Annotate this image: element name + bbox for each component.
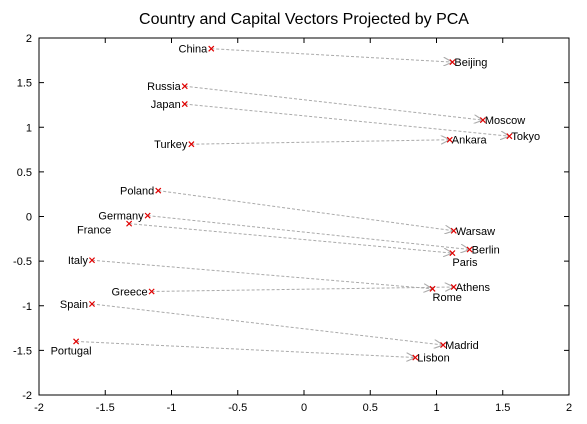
- point-label-athens: Athens: [456, 282, 491, 294]
- y-tick-label: -2: [22, 390, 32, 402]
- point-label-paris: Paris: [452, 257, 478, 269]
- marker-lisbon: [412, 354, 419, 361]
- point-label-china: China: [179, 44, 209, 56]
- arrow-france-to-paris: [129, 223, 452, 253]
- arrow-portugal-to-lisbon: [76, 340, 415, 357]
- chart-title: Country and Capital Vectors Projected by…: [139, 11, 469, 28]
- arrow-italy-to-rome: [91, 259, 433, 289]
- markers-layer: [73, 45, 513, 361]
- y-tick-label: 1: [26, 122, 32, 134]
- x-tick-label: 0.5: [363, 402, 378, 414]
- x-tick-label: 1.5: [495, 402, 510, 414]
- point-label-beijing: Beijing: [454, 57, 487, 69]
- marker-russia: [181, 83, 188, 90]
- arrows-layer: [76, 48, 510, 358]
- axis-ticks: -2 -1.5 -1 -0.5 0 0.5 1 1.5 2 2 1.5 1 0.5 0 -0.5 -1 -1.5…: [13, 33, 572, 414]
- marker-greece: [148, 288, 155, 295]
- point-label-lisbon: Lisbon: [417, 353, 449, 365]
- point-label-italy: Italy: [68, 255, 89, 267]
- marker-moscow: [479, 117, 486, 124]
- marker-berlin: [466, 246, 473, 253]
- marker-athens: [450, 283, 457, 291]
- point-label-japan: Japan: [151, 99, 181, 111]
- point-label-spain: Spain: [60, 299, 88, 311]
- point-label-greece: Greece: [112, 286, 148, 298]
- marker-madrid: [440, 341, 447, 349]
- point-label-turkey: Turkey: [154, 139, 188, 151]
- arrow-china-to-beijing: [211, 48, 452, 62]
- y-tick-label: 2: [26, 33, 32, 45]
- marker-japan: [181, 101, 188, 108]
- y-tick-label: -1: [22, 301, 32, 313]
- marker-germany: [144, 212, 151, 219]
- arrow-spain-to-madrid: [91, 303, 443, 345]
- marker-china: [208, 45, 215, 52]
- y-tick-label: 0.5: [17, 167, 32, 179]
- marker-tokyo: [506, 133, 513, 140]
- point-label-warsaw: Warsaw: [456, 226, 495, 238]
- y-tick-label: 0: [26, 212, 32, 224]
- marker-poland: [155, 187, 162, 194]
- point-label-berlin: Berlin: [472, 245, 500, 257]
- x-tick-label: 0: [301, 402, 307, 414]
- arrow-greece-to-athens: [151, 287, 454, 292]
- point-label-france: France: [77, 225, 111, 237]
- x-tick-label: -0.5: [228, 402, 247, 414]
- arrow-japan-to-tokyo: [184, 103, 510, 136]
- point-label-germany: Germany: [98, 211, 144, 223]
- point-label-tokyo: Tokyo: [511, 131, 540, 143]
- marker-warsaw: [450, 227, 457, 234]
- x-tick-label: 1: [433, 402, 439, 414]
- point-label-moscow: Moscow: [485, 115, 525, 127]
- x-tick-label: -1.5: [96, 402, 115, 414]
- y-tick-label: -0.5: [13, 256, 32, 268]
- y-tick-label: 1.5: [17, 78, 32, 90]
- point-label-madrid: Madrid: [445, 340, 479, 352]
- marker-rome: [429, 285, 436, 292]
- labels-layer: China Beijing Russia Moscow Japan Tokyo Turkey…: [51, 44, 541, 365]
- marker-france: [126, 220, 133, 227]
- marker-ankara: [446, 136, 453, 143]
- marker-spain: [88, 300, 96, 307]
- marker-italy: [88, 257, 96, 264]
- point-label-ankara: Ankara: [452, 135, 488, 147]
- point-label-portugal: Portugal: [51, 345, 92, 357]
- x-tick-label: -1: [167, 402, 177, 414]
- arrow-turkey-to-ankara: [191, 140, 449, 145]
- marker-portugal: [73, 338, 80, 345]
- marker-paris: [449, 250, 456, 257]
- point-label-poland: Poland: [120, 186, 154, 198]
- x-tick-label: -2: [34, 402, 44, 414]
- x-tick-label: 2: [566, 402, 572, 414]
- marker-beijing: [449, 59, 456, 66]
- point-label-rome: Rome: [433, 292, 462, 304]
- arrow-poland-to-warsaw: [158, 190, 453, 231]
- point-label-russia: Russia: [147, 81, 182, 93]
- y-tick-label: -1.5: [13, 345, 32, 357]
- marker-turkey: [188, 141, 195, 148]
- arrow-russia-to-moscow: [184, 85, 483, 120]
- arrow-germany-to-berlin: [147, 215, 470, 250]
